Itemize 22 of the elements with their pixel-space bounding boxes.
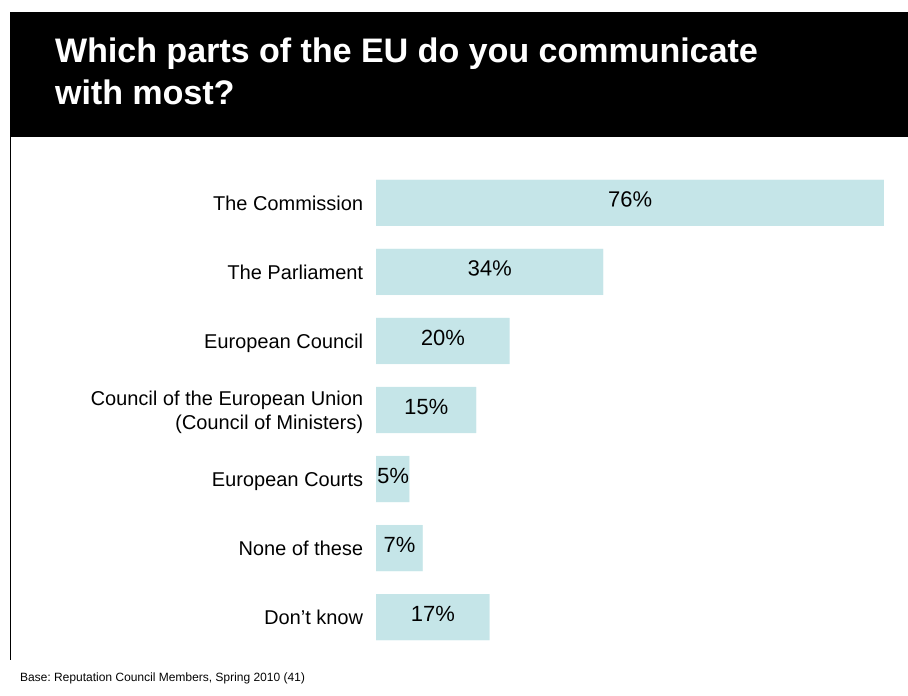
- bar: [376, 594, 490, 640]
- data-label: 15%: [404, 394, 448, 419]
- bar: [376, 386, 476, 434]
- y-tick-label: The Commission: [212, 192, 363, 215]
- y-tick-label: Council of the European Union (Council of Ministers): [90, 388, 363, 434]
- data-label: 20%: [420, 324, 465, 350]
- data-label: 34%: [468, 256, 512, 281]
- y-tick-label: Don’t know: [264, 607, 364, 630]
- data-label: 76%: [608, 186, 652, 212]
- y-tick-label: The Parliament: [227, 262, 364, 284]
- text: Base: Reputation Council Members, Spring 2010 (41): [20, 670, 305, 684]
- bar: [376, 318, 510, 364]
- bar: [376, 248, 604, 296]
- data-label: 17%: [410, 600, 455, 626]
- y-tick-label: European Council: [204, 330, 363, 353]
- y-tick-label: European Courts: [212, 469, 363, 492]
- data-label: 5%: [377, 462, 409, 488]
- y-tick-label: None of these: [238, 538, 363, 560]
- bar: [376, 180, 884, 226]
- chart-title: Which parts of the EU do you communicate with most?: [54, 32, 758, 112]
- data-label: 7%: [383, 532, 416, 557]
- bar: [376, 524, 423, 572]
